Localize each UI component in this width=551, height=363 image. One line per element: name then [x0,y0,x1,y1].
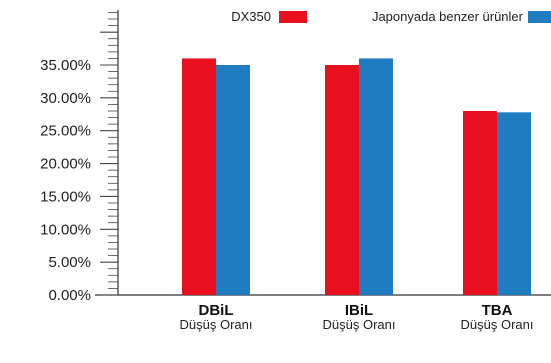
legend-swatch-dx350 [279,11,307,23]
bar-japonyada-dbil [216,65,250,295]
axis-layer: 0.00% 5.00% 10.00% 15.00% 20.00% 25.00% 30.00%… [40,10,551,304]
y-tick-label: 0.00% [48,287,91,304]
y-tick-label: 35.00% [40,57,91,74]
bar-dx350-dbil [182,58,216,295]
y-tick-label: 5.00% [48,254,91,271]
x-category-label: DBiL [199,302,234,319]
x-category-label: IBiL [345,302,373,319]
bar-dx350-tba [463,111,497,295]
legend-label-dx350: DX350 [231,9,271,24]
y-tick-label: 15.00% [40,188,91,205]
legend: DX350 Japonyada benzer ürünler [231,9,551,24]
bar-dx350-ibil [325,65,359,295]
legend-swatch-japonyada [528,11,551,23]
bar-japonyada-tba [497,112,531,295]
legend-label-japonyada: Japonyada benzer ürünler [372,9,524,24]
y-tick-label: 25.00% [40,123,91,140]
y-tick-label: 10.00% [40,221,91,238]
y-tick-label: 20.00% [40,156,91,173]
bars-layer [182,58,531,295]
x-category-sublabel: Düşüş Oranı [461,317,534,332]
bar-japonyada-ibil [359,58,393,295]
x-category-label: TBA [482,302,513,319]
y-tick-label: 30.00% [40,90,91,107]
x-category-sublabel: Düşüş Oranı [180,317,253,332]
x-category-sublabel: Düşüş Oranı [323,317,396,332]
